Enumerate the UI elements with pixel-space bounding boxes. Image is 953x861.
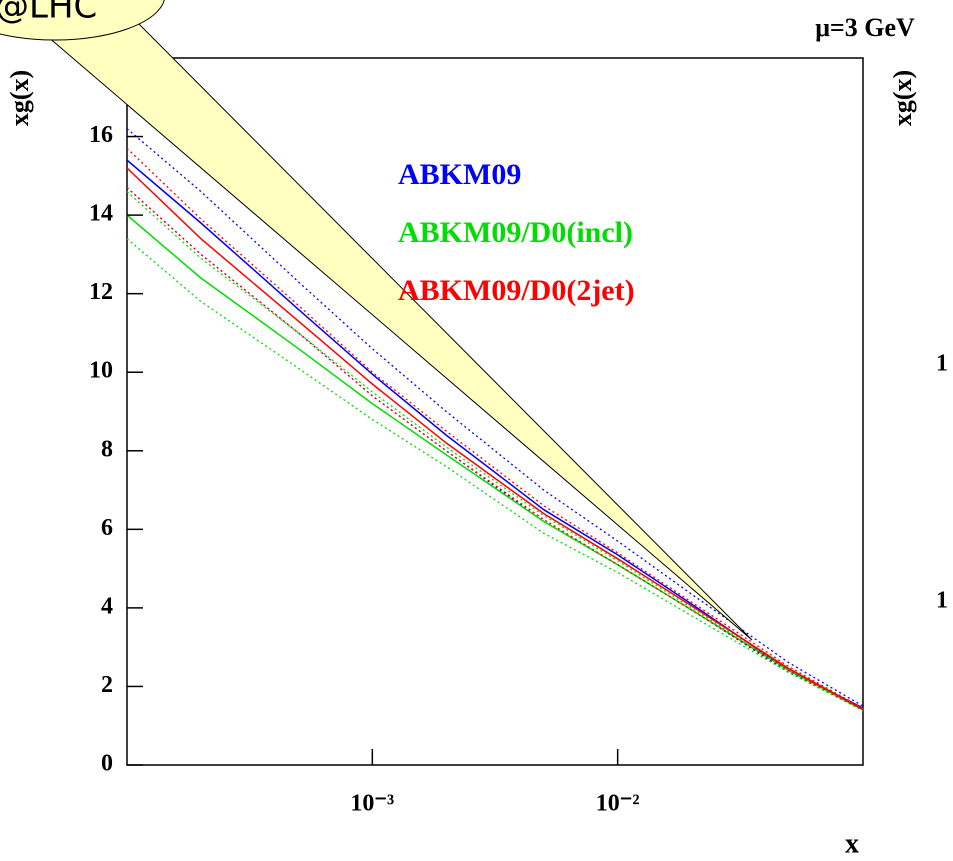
series-line <box>126 167 864 710</box>
callout-pointer <box>38 19 753 641</box>
y-tick-label: 4 <box>101 593 113 619</box>
band-line <box>126 191 864 710</box>
side-y-label: xg(x) <box>888 70 917 126</box>
y-axis-label: xg(x) <box>5 70 34 126</box>
band-line <box>126 238 864 712</box>
y-tick-label: 8 <box>101 436 113 462</box>
x-tick-label: 10⁻² <box>596 791 640 817</box>
band-line <box>126 187 864 710</box>
x-axis-label: x <box>845 828 859 859</box>
legend-label: ABKM09 <box>398 158 521 191</box>
plot-frame <box>126 57 864 766</box>
y-tick-label: 6 <box>101 515 113 541</box>
callout-text: @LHC <box>0 0 97 27</box>
chart-title: μ=3 GeV <box>815 13 915 42</box>
y-tick-label: 12 <box>89 279 113 305</box>
y-tick-label: 14 <box>89 201 113 227</box>
band-line <box>126 187 864 711</box>
x-tick-label: 10⁻³ <box>350 791 394 817</box>
y-tick-label: 0 <box>101 751 113 777</box>
legend-label: ABKM09/D0(2jet) <box>398 274 635 307</box>
callout-bubble <box>0 0 165 41</box>
y-tick-label: 16 <box>89 122 113 148</box>
side-tick-label: 1 <box>936 588 948 614</box>
side-tick-label: 1 <box>936 351 948 377</box>
series-line <box>126 214 864 711</box>
y-tick-label: 2 <box>101 672 113 698</box>
y-tick-label: 10 <box>89 358 113 384</box>
marks <box>126 128 864 712</box>
legend-label: ABKM09/D0(incl) <box>398 216 633 249</box>
